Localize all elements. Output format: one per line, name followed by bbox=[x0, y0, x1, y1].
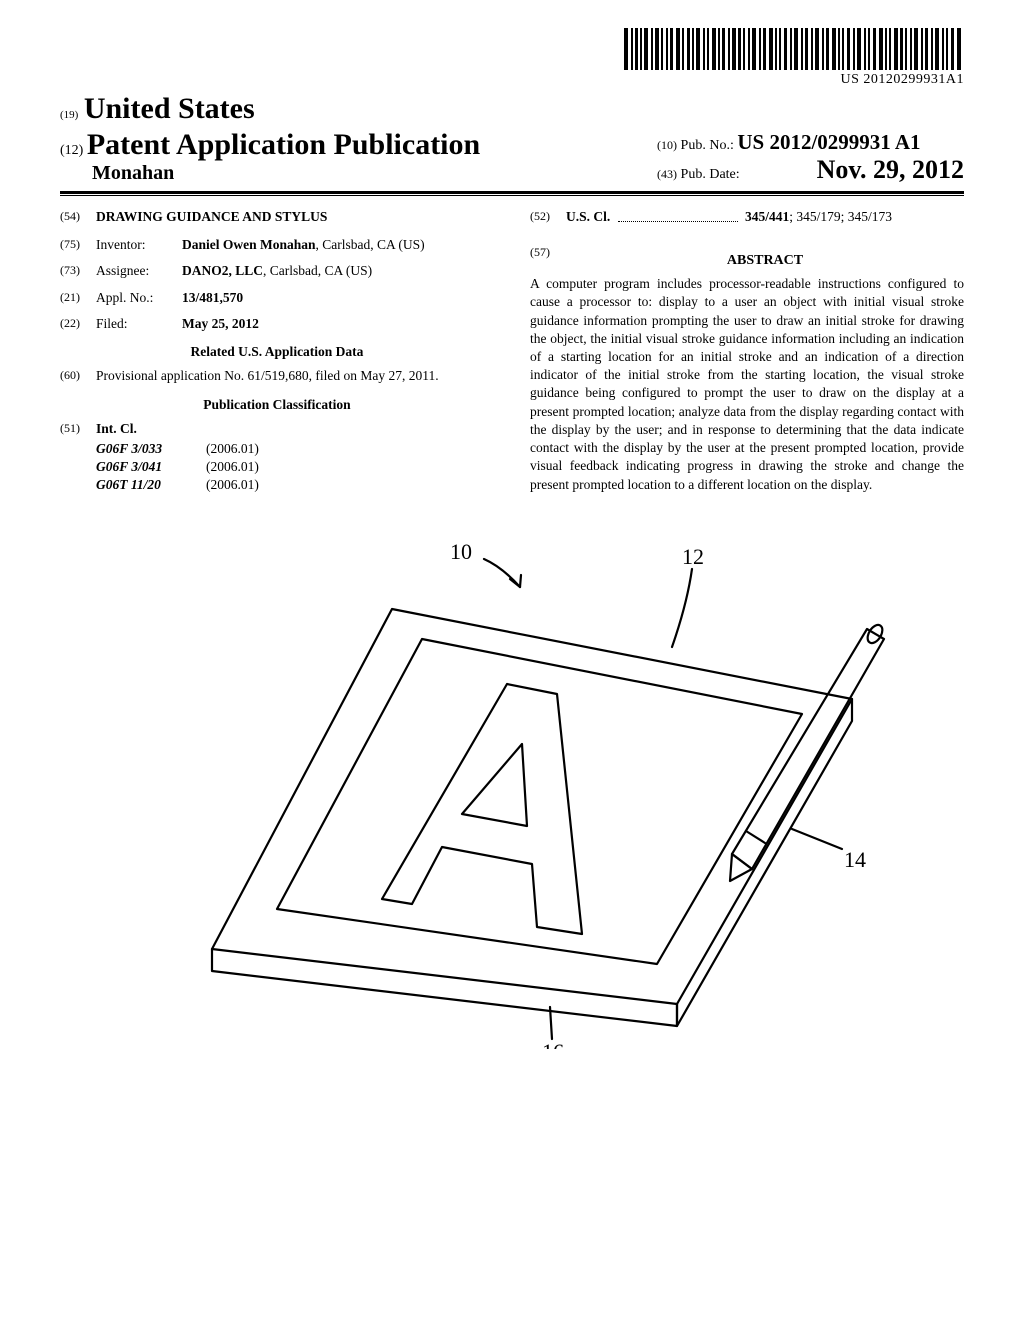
abstract-body: A computer program includes processor-re… bbox=[530, 275, 964, 494]
applno-label: Appl. No.: bbox=[96, 289, 182, 307]
filed-label: Filed: bbox=[96, 315, 182, 333]
intcl-code: (51) bbox=[60, 420, 96, 438]
pubdate: Nov. 29, 2012 bbox=[817, 155, 964, 184]
invention-title: DRAWING GUIDANCE AND STYLUS bbox=[96, 208, 494, 226]
intcl-row: G06F 3/033(2006.01) bbox=[96, 440, 494, 458]
body-columns: (54) DRAWING GUIDANCE AND STYLUS (75) In… bbox=[60, 208, 964, 495]
intcl-entry: (51) Int. Cl. bbox=[60, 420, 494, 438]
title-code: (54) bbox=[60, 208, 96, 226]
uscl-value: U.S. Cl. 345/441; 345/179; 345/173 bbox=[566, 208, 964, 226]
uscl-code: (52) bbox=[530, 208, 566, 226]
abstract-title: ABSTRACT bbox=[566, 252, 964, 271]
intcl-row: G06F 3/041(2006.01) bbox=[96, 458, 494, 476]
header-row: (19) United States (12) Patent Applicati… bbox=[60, 92, 964, 185]
pubno-label: Pub. No.: bbox=[681, 138, 734, 153]
filed: May 25, 2012 bbox=[182, 315, 494, 333]
intcl-ver: (2006.01) bbox=[206, 458, 259, 476]
barcode-doc-number: US 20120299931A1 bbox=[840, 72, 964, 88]
uscl-primary: 345/441 bbox=[745, 209, 789, 224]
applno-entry: (21) Appl. No.: 13/481,570 bbox=[60, 289, 494, 307]
abstract-code: (57) bbox=[530, 244, 566, 275]
right-column: (52) U.S. Cl. 345/441; 345/179; 345/173 … bbox=[530, 208, 964, 495]
intcl-label: Int. Cl. bbox=[96, 420, 494, 438]
intcl-cls: G06T 11/20 bbox=[96, 476, 206, 494]
barcode bbox=[624, 28, 964, 70]
intcl-row: G06T 11/20(2006.01) bbox=[96, 476, 494, 494]
rule-thin bbox=[60, 195, 964, 196]
pubno-code: (10) bbox=[657, 138, 677, 152]
inventor-name: Daniel Owen Monahan bbox=[182, 237, 316, 252]
inventor-label: Inventor: bbox=[96, 236, 182, 254]
assignee-entry: (73) Assignee: DANO2, LLC, Carlsbad, CA … bbox=[60, 262, 494, 280]
ref-12: 12 bbox=[682, 544, 704, 569]
assignee-loc: , Carlsbad, CA (US) bbox=[263, 263, 372, 278]
inventor-value: Daniel Owen Monahan, Carlsbad, CA (US) bbox=[182, 236, 494, 254]
ref-14: 14 bbox=[844, 847, 866, 872]
intcl-ver: (2006.01) bbox=[206, 440, 259, 458]
country: United States bbox=[84, 92, 255, 125]
barcode-block: US 20120299931A1 bbox=[60, 28, 964, 88]
kind-code: (12) bbox=[60, 143, 83, 158]
intcl-list: G06F 3/033(2006.01) G06F 3/041(2006.01) … bbox=[96, 440, 494, 495]
applno-code: (21) bbox=[60, 289, 96, 307]
dot-leader bbox=[618, 214, 738, 221]
assignee-code: (73) bbox=[60, 262, 96, 280]
title-entry: (54) DRAWING GUIDANCE AND STYLUS bbox=[60, 208, 494, 226]
pubno: US 2012/0299931 A1 bbox=[737, 130, 920, 154]
inventor-loc: , Carlsbad, CA (US) bbox=[316, 237, 425, 252]
inventor-code: (75) bbox=[60, 236, 96, 254]
pubdate-code: (43) bbox=[657, 167, 677, 181]
filed-code: (22) bbox=[60, 315, 96, 333]
abstract-block: (57) ABSTRACT A computer program include… bbox=[530, 244, 964, 494]
patent-page: US 20120299931A1 (19) United States (12)… bbox=[0, 0, 1024, 1069]
uscl-label: U.S. Cl. bbox=[566, 209, 610, 224]
patent-figure: 10 12 14 16 bbox=[132, 509, 892, 1049]
uscl-entry: (52) U.S. Cl. 345/441; 345/179; 345/173 bbox=[530, 208, 964, 226]
ref-10: 10 bbox=[450, 539, 472, 564]
assignee-value: DANO2, LLC, Carlsbad, CA (US) bbox=[182, 262, 494, 280]
applno: 13/481,570 bbox=[182, 289, 494, 307]
assignee-label: Assignee: bbox=[96, 262, 182, 280]
rule-thick bbox=[60, 191, 964, 194]
header-right: (10) Pub. No.: US 2012/0299931 A1 (43) P… bbox=[657, 130, 964, 185]
related-title: Related U.S. Application Data bbox=[60, 343, 494, 361]
provisional-text: Provisional application No. 61/519,680, … bbox=[96, 367, 494, 385]
pubclass-title: Publication Classification bbox=[60, 396, 494, 414]
provisional-code: (60) bbox=[60, 367, 96, 385]
country-code: (19) bbox=[60, 109, 78, 121]
kind: Patent Application Publication bbox=[87, 128, 480, 161]
left-column: (54) DRAWING GUIDANCE AND STYLUS (75) In… bbox=[60, 208, 494, 495]
intcl-cls: G06F 3/041 bbox=[96, 458, 206, 476]
assignee-name: DANO2, LLC bbox=[182, 263, 263, 278]
provisional-entry: (60) Provisional application No. 61/519,… bbox=[60, 367, 494, 385]
uscl-rest: ; 345/179; 345/173 bbox=[789, 209, 892, 224]
ref-16: 16 bbox=[542, 1039, 564, 1049]
intcl-cls: G06F 3/033 bbox=[96, 440, 206, 458]
header-left: (19) United States (12) Patent Applicati… bbox=[60, 92, 480, 185]
pubdate-label: Pub. Date: bbox=[681, 167, 740, 182]
figure-wrap: 10 12 14 16 bbox=[60, 509, 964, 1049]
inventor-entry: (75) Inventor: Daniel Owen Monahan, Carl… bbox=[60, 236, 494, 254]
intcl-ver: (2006.01) bbox=[206, 476, 259, 494]
author: Monahan bbox=[92, 162, 480, 185]
filed-entry: (22) Filed: May 25, 2012 bbox=[60, 315, 494, 333]
